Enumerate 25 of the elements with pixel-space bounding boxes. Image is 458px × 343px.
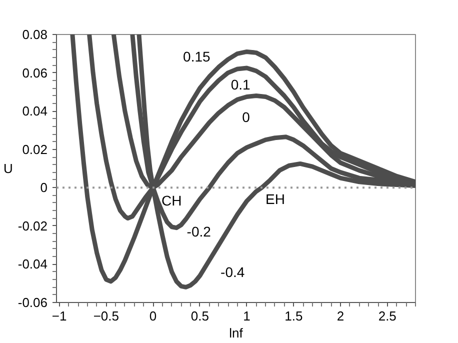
y-tick-label: 0.04	[22, 104, 48, 119]
series-label: 0.1	[230, 76, 251, 92]
series-label: 0.15	[183, 48, 210, 65]
y-tick-label: 0	[40, 180, 48, 196]
x-tick-label: 1	[243, 308, 250, 324]
x-axis-title: lnf	[229, 326, 244, 340]
y-axis-title: U	[3, 161, 13, 176]
annotation: EH	[266, 191, 285, 208]
annotation: CH	[161, 192, 182, 209]
x-tick-label: 0	[149, 308, 157, 324]
series-label: -0.2	[186, 224, 212, 240]
x-tick-label: −0.5	[93, 308, 120, 324]
y-tick-label: 0.06	[22, 65, 48, 80]
y-tick-label: 0.02	[22, 142, 48, 157]
series-label: -0.4	[220, 264, 245, 280]
y-tick-label: -0.06	[18, 295, 48, 310]
y-tick-label: -0.04	[18, 256, 48, 272]
y-tick-label: 0.08	[22, 27, 48, 42]
x-tick-label: 2	[336, 308, 344, 324]
x-tick-label: 2.5	[378, 308, 396, 324]
x-tick-label: −1	[52, 308, 67, 324]
x-tick-label: 1.5	[284, 308, 303, 324]
y-tick-label: -0.02	[18, 218, 48, 234]
x-tick-label: 0.5	[190, 308, 209, 324]
series-label: 0	[242, 108, 250, 125]
